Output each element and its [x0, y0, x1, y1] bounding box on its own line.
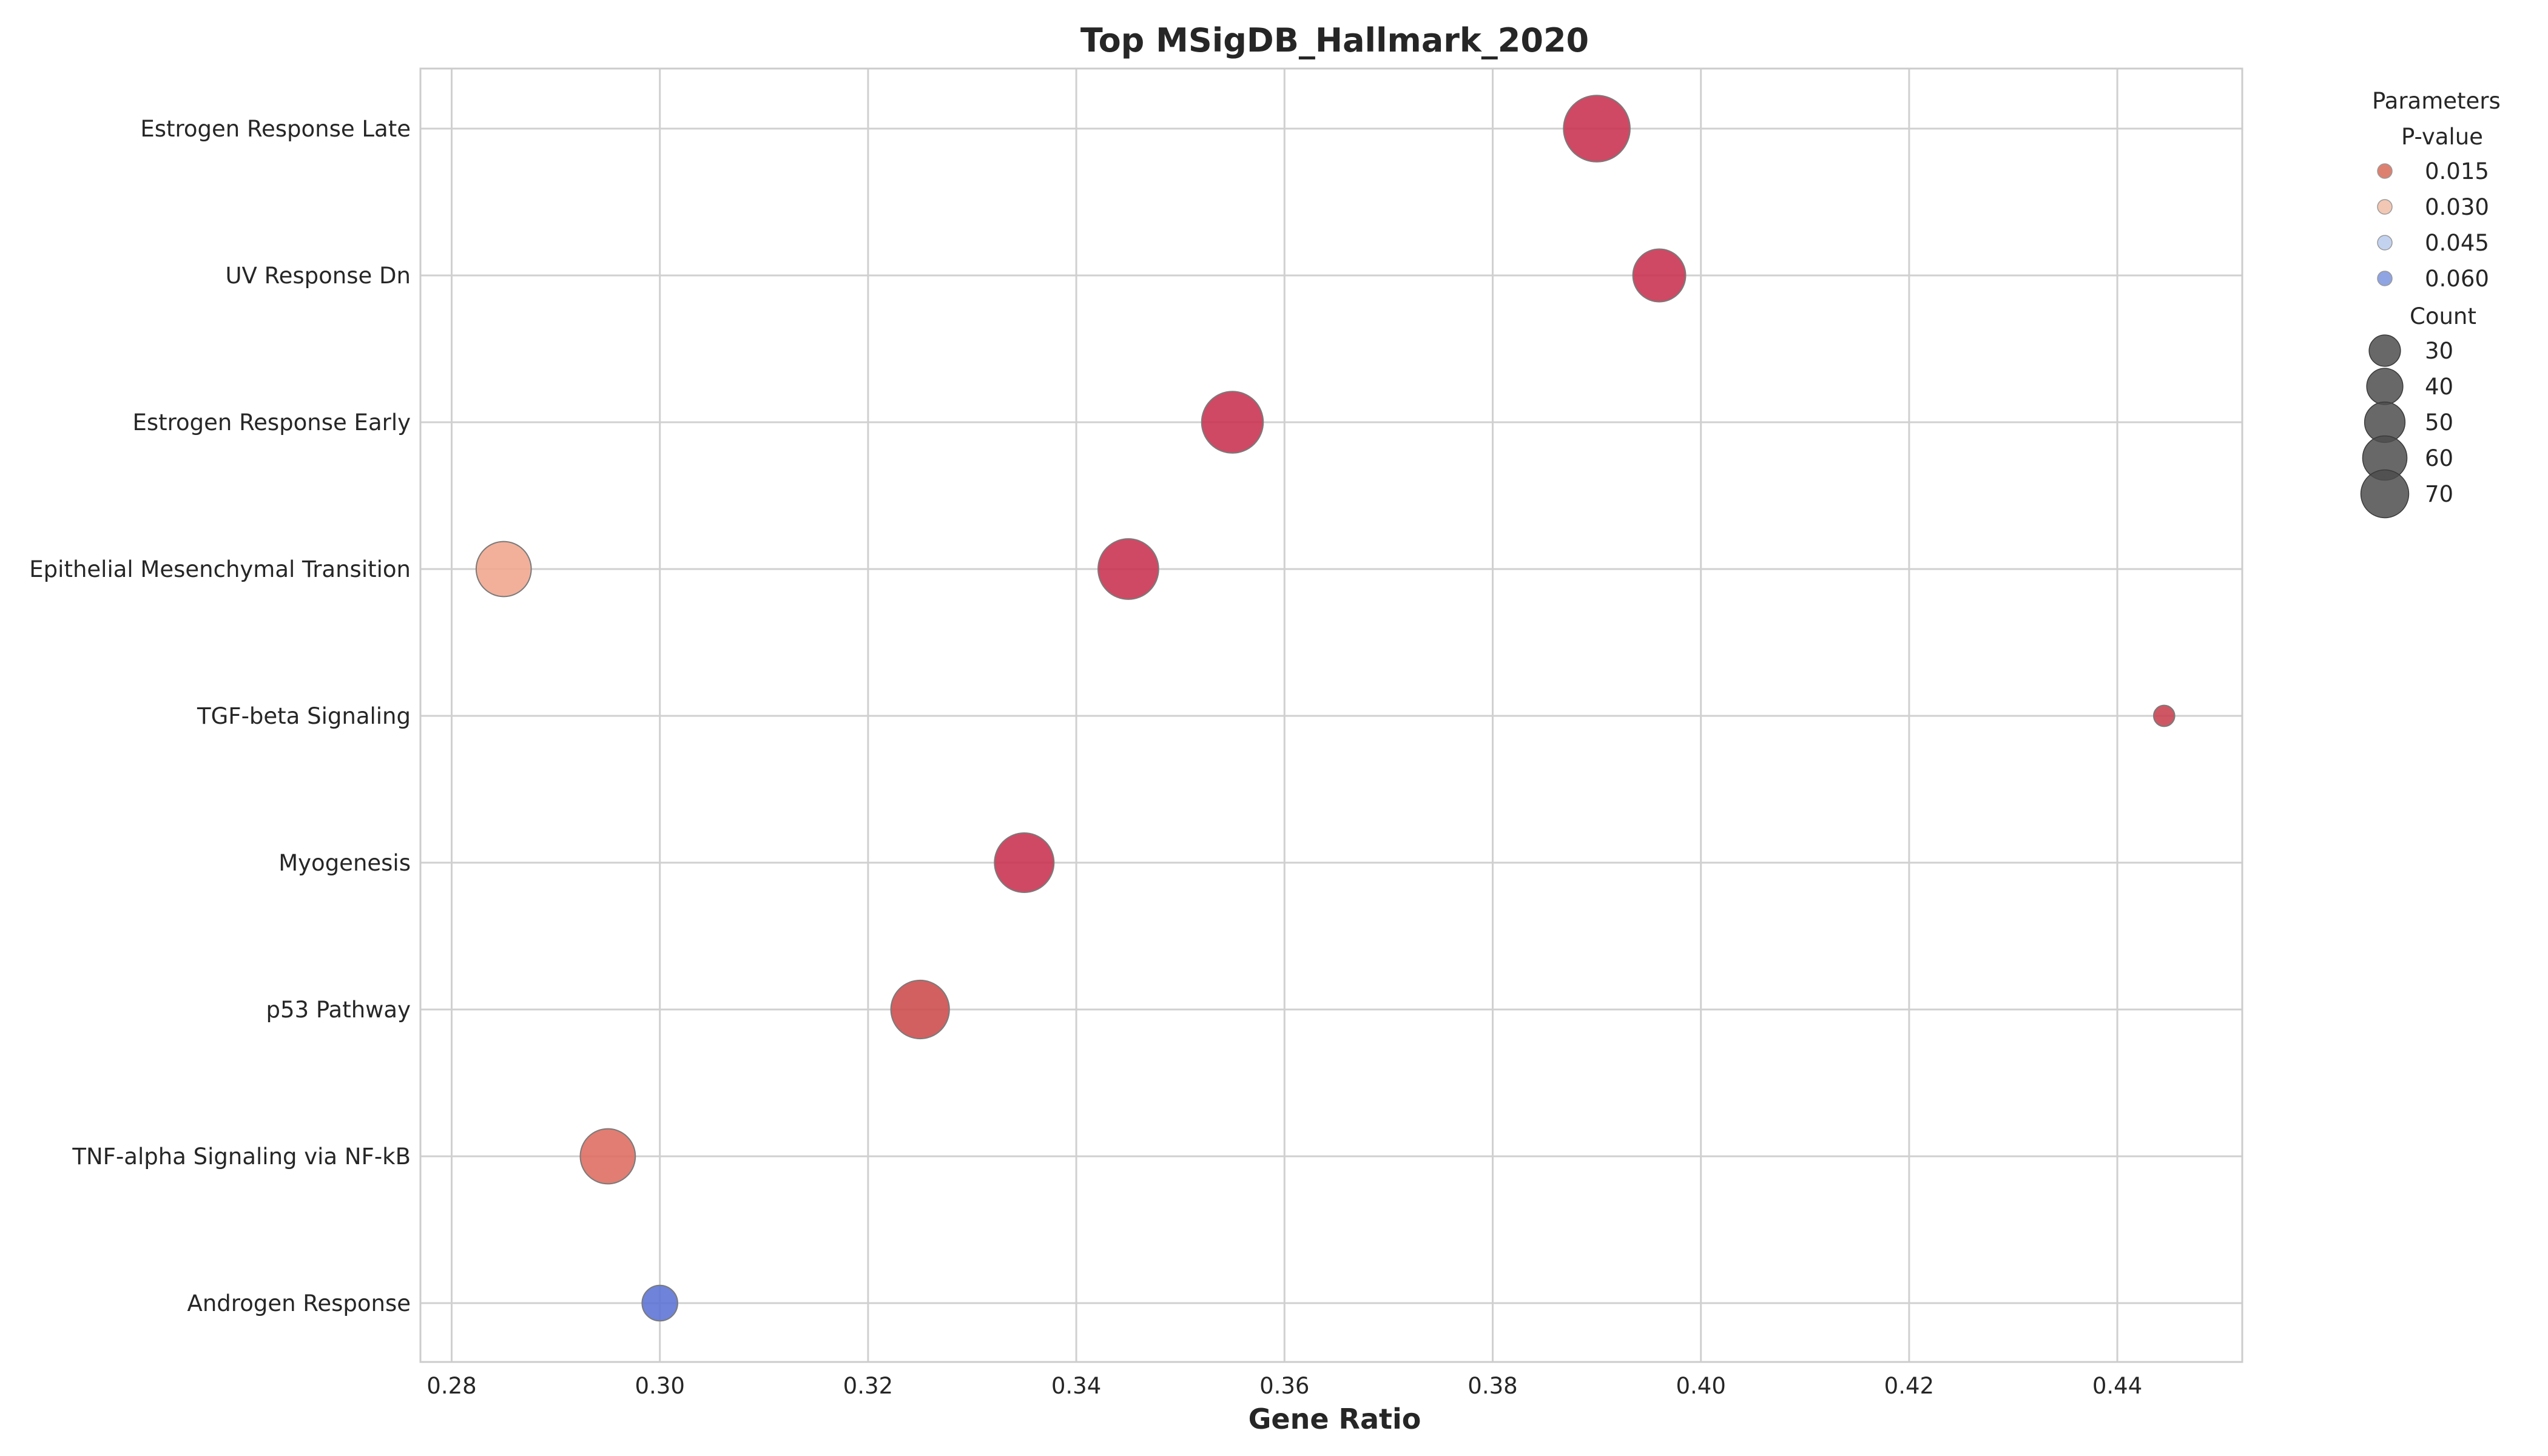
legend-title: Parameters — [2372, 88, 2501, 114]
legend-pvalue-marker — [2377, 271, 2393, 286]
x-tick-label: 0.36 — [1259, 1373, 1309, 1399]
y-tick-label: UV Response Dn — [225, 263, 411, 289]
data-point — [579, 1128, 636, 1185]
legend-count-marker — [2360, 469, 2410, 519]
legend-count-label: 30 — [2425, 338, 2453, 364]
data-point — [475, 541, 532, 598]
legend: Parameters P-value 0.015 0.030 0.045 0.060 Cou… — [2360, 88, 2501, 519]
y-tick-label: Myogenesis — [278, 850, 411, 876]
x-tick-label: 0.40 — [1676, 1373, 1725, 1399]
x-tick-label: 0.38 — [1468, 1373, 1517, 1399]
data-point — [641, 1284, 678, 1322]
legend-count-label: 50 — [2425, 410, 2453, 436]
plot-frame — [419, 67, 2243, 1363]
legend-count-marker — [2366, 368, 2404, 405]
y-tick-label: Estrogen Response Early — [132, 410, 411, 436]
data-point — [1563, 95, 1631, 163]
legend-pvalue-marker — [2377, 199, 2393, 215]
plot-area: 0.28 0.30 0.32 0.34 0.36 0.38 0.40 0.42 0.44 Estr… — [29, 67, 2243, 1399]
legend-pvalue-marker — [2377, 163, 2393, 179]
legend-count-title: Count — [2410, 303, 2476, 329]
legend-count-label: 60 — [2425, 445, 2453, 471]
legend-count-label: 40 — [2425, 374, 2453, 400]
data-point — [994, 832, 1055, 894]
data-point — [1097, 538, 1159, 600]
legend-pvalue-label: 0.030 — [2425, 194, 2489, 220]
x-tick-label: 0.42 — [1884, 1373, 1934, 1399]
legend-pvalue-label: 0.060 — [2425, 266, 2489, 292]
data-point — [890, 979, 950, 1040]
data-point — [2152, 704, 2176, 727]
x-tick-label: 0.44 — [2092, 1373, 2142, 1399]
legend-pvalue-label: 0.045 — [2425, 230, 2489, 256]
legend-pvalue-label: 0.015 — [2425, 158, 2489, 184]
y-tick-label: p53 Pathway — [266, 997, 411, 1023]
y-tick-label: TGF-beta Signaling — [197, 703, 411, 729]
y-tick-label: Androgen Response — [187, 1290, 411, 1316]
x-tick-label: 0.34 — [1051, 1373, 1101, 1399]
data-point — [1632, 248, 1687, 303]
y-tick-label: Estrogen Response Late — [140, 116, 411, 142]
chart-title: Top MSigDB_Hallmark_2020 — [1080, 21, 1589, 59]
data-point — [1201, 391, 1264, 454]
x-axis-title: Gene Ratio — [1249, 1403, 1421, 1435]
x-tick-label: 0.30 — [635, 1373, 684, 1399]
y-tick-label: TNF-alpha Signaling via NF-kB — [72, 1144, 411, 1170]
legend-pvalue-title: P-value — [2401, 124, 2483, 150]
x-tick-label: 0.32 — [843, 1373, 893, 1399]
x-tick-label: 0.28 — [426, 1373, 476, 1399]
legend-pvalue-marker — [2377, 235, 2393, 251]
legend-count-marker — [2368, 334, 2401, 367]
legend-count-label: 70 — [2425, 481, 2453, 507]
y-tick-label: Epithelial Mesenchymal Transition — [29, 556, 411, 582]
